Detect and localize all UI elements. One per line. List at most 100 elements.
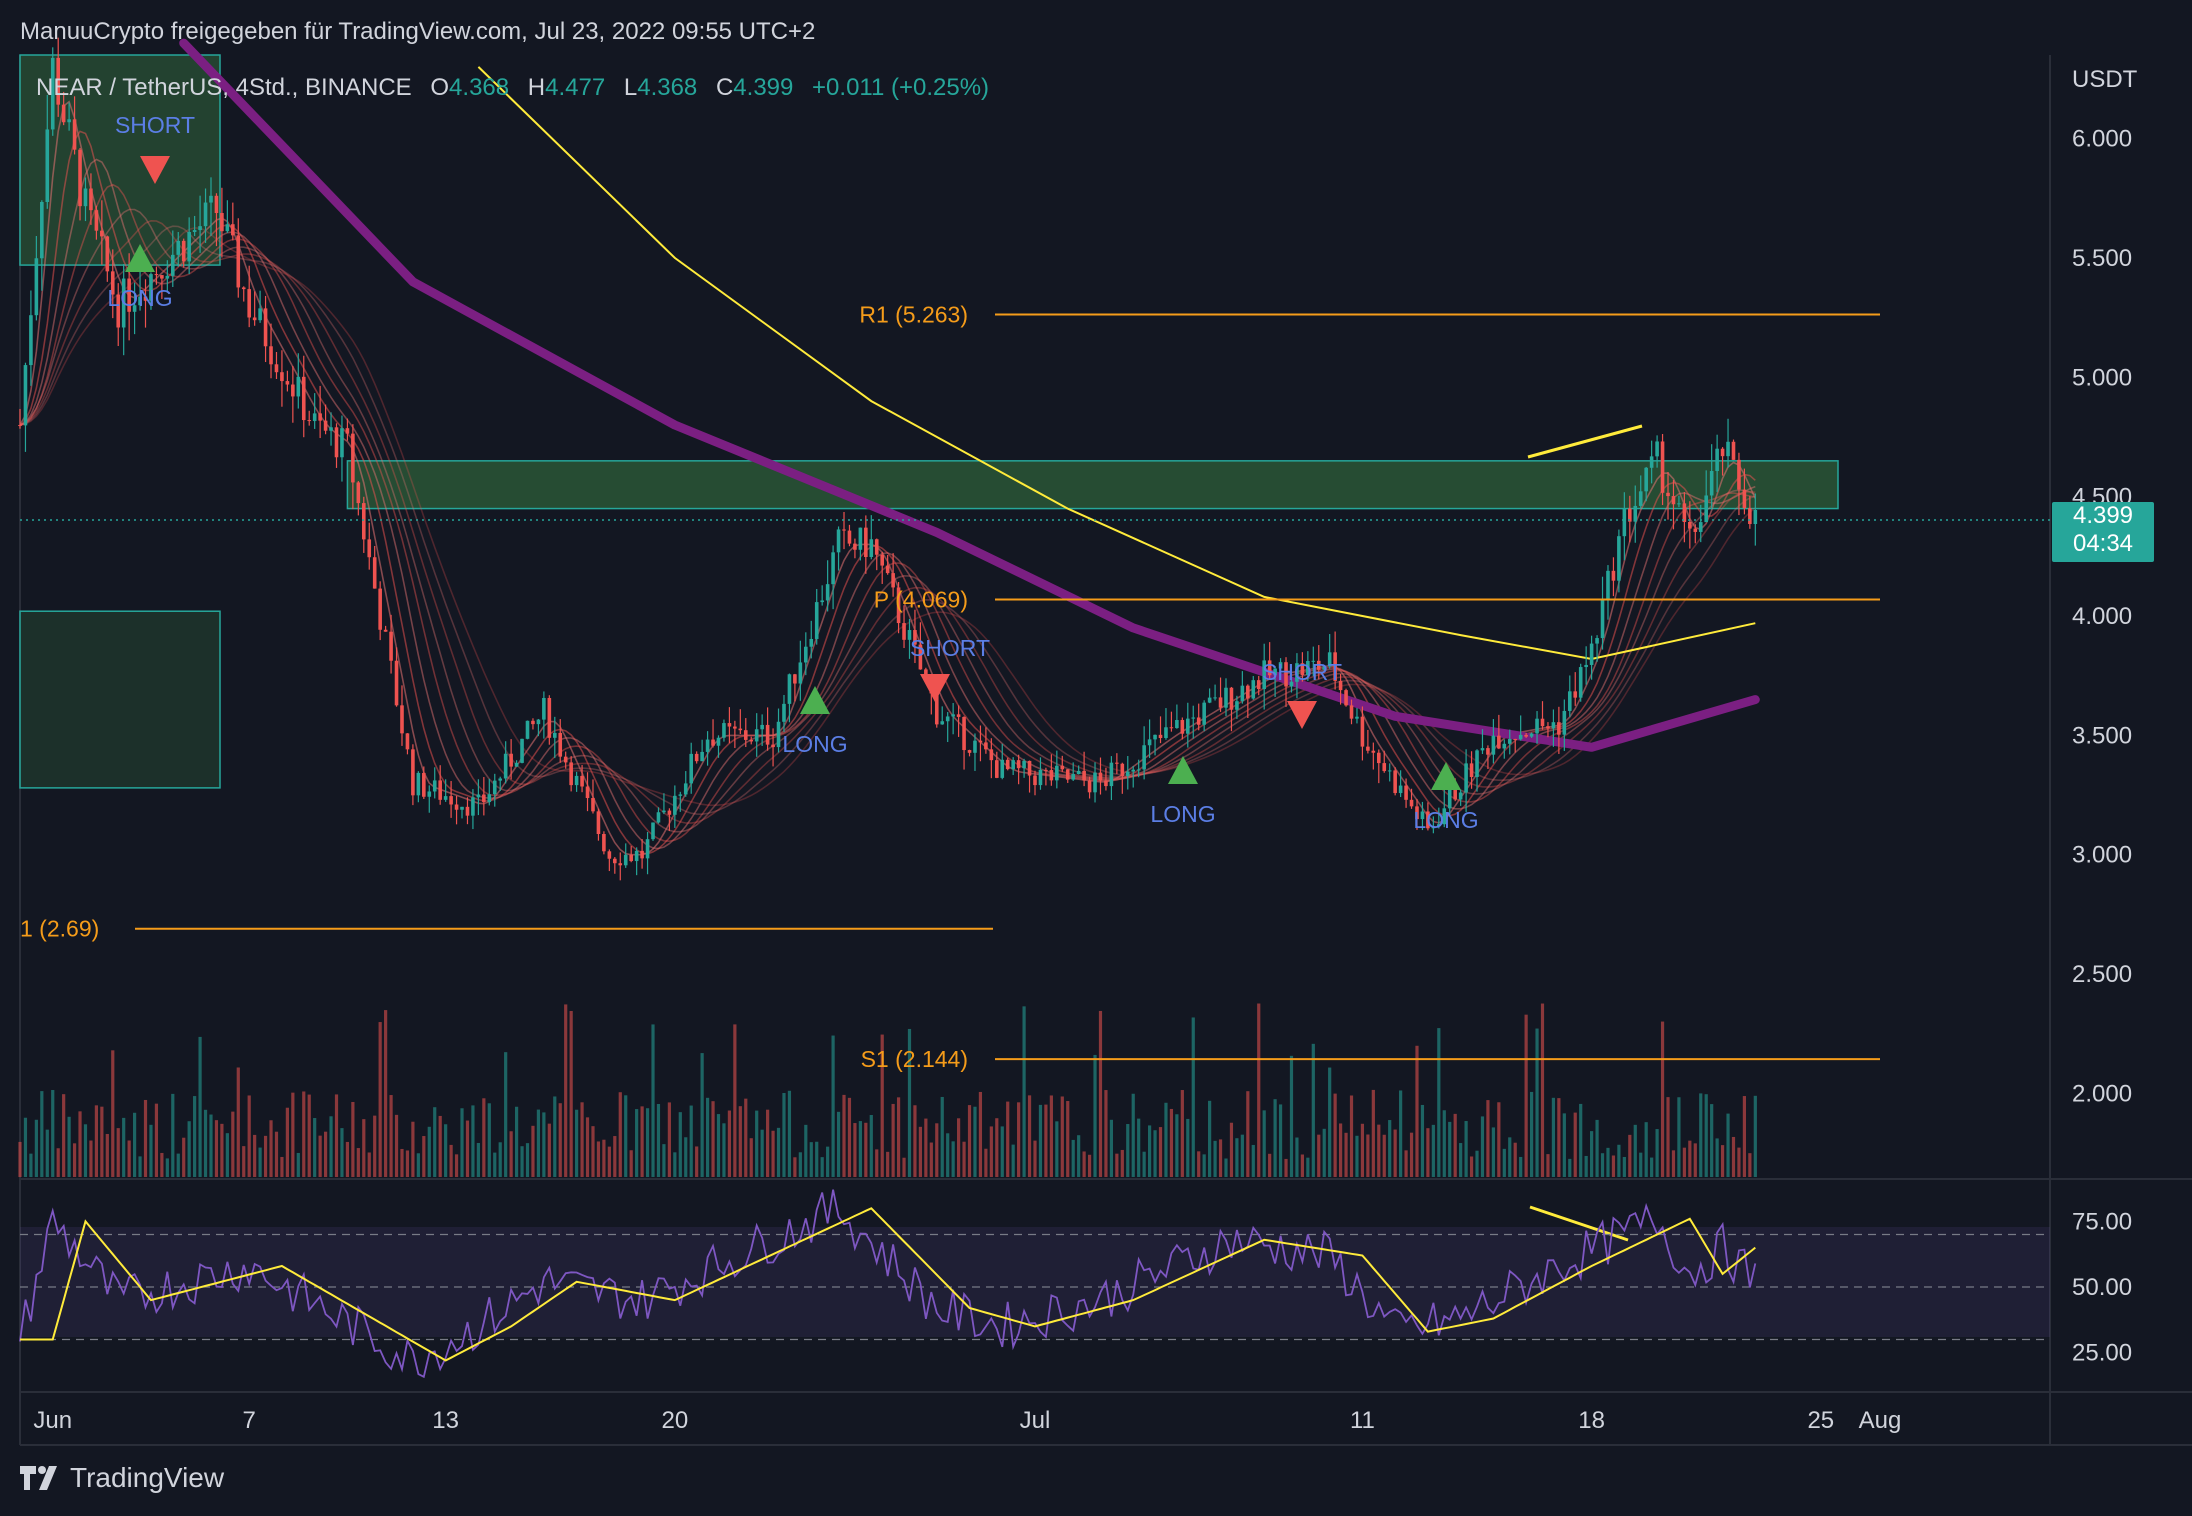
candle-body[interactable] xyxy=(629,854,633,862)
candle-body[interactable] xyxy=(427,791,432,797)
candle-body[interactable] xyxy=(1333,652,1337,681)
candle-body[interactable] xyxy=(749,739,754,742)
candle-body[interactable] xyxy=(471,797,475,816)
candle-body[interactable] xyxy=(1666,492,1670,497)
candle-body[interactable] xyxy=(192,230,197,233)
candle-body[interactable] xyxy=(531,720,535,725)
candle-body[interactable] xyxy=(700,751,704,762)
candle-body[interactable] xyxy=(782,703,786,722)
candle-body[interactable] xyxy=(1360,716,1365,747)
candle-body[interactable] xyxy=(645,839,650,859)
candle-body[interactable] xyxy=(100,230,104,237)
candle-body[interactable] xyxy=(372,557,377,589)
candle-body[interactable] xyxy=(1491,735,1496,755)
candle-body[interactable] xyxy=(1213,697,1217,699)
candle-body[interactable] xyxy=(765,724,770,745)
candle-body[interactable] xyxy=(323,420,328,431)
candle-body[interactable] xyxy=(1120,763,1125,777)
candle-body[interactable] xyxy=(389,631,393,661)
candle-body[interactable] xyxy=(18,425,22,427)
candle-body[interactable] xyxy=(1295,663,1299,682)
candle-body[interactable] xyxy=(187,232,191,262)
supply-zone[interactable] xyxy=(346,460,1839,510)
candle-body[interactable] xyxy=(127,278,131,312)
candle-body[interactable] xyxy=(405,733,410,750)
candle-body[interactable] xyxy=(547,697,552,738)
candle-body[interactable] xyxy=(1366,746,1370,751)
candle-body[interactable] xyxy=(231,224,235,236)
candle-body[interactable] xyxy=(1022,760,1026,769)
candle-body[interactable] xyxy=(1633,505,1638,522)
candle-body[interactable] xyxy=(345,428,350,434)
candle-body[interactable] xyxy=(1185,718,1190,734)
candle-body[interactable] xyxy=(1628,508,1632,522)
candle-body[interactable] xyxy=(394,660,399,706)
candle-body[interactable] xyxy=(1240,685,1245,702)
candle-body[interactable] xyxy=(400,705,404,734)
candle-body[interactable] xyxy=(89,188,93,211)
candle-body[interactable] xyxy=(1044,769,1048,771)
candle-body[interactable] xyxy=(1726,441,1730,457)
candle-body[interactable] xyxy=(514,762,519,767)
candle-body[interactable] xyxy=(361,503,366,540)
candle-body[interactable] xyxy=(591,798,595,812)
candle-body[interactable] xyxy=(984,742,988,750)
candle-body[interactable] xyxy=(864,527,868,557)
candle-body[interactable] xyxy=(1437,824,1441,827)
candle-body[interactable] xyxy=(301,376,306,421)
candle-body[interactable] xyxy=(1611,570,1616,581)
candle-body[interactable] xyxy=(121,278,126,328)
candle-body[interactable] xyxy=(45,129,50,202)
candle-body[interactable] xyxy=(973,740,977,753)
candle-body[interactable] xyxy=(1393,770,1397,794)
candle-body[interactable] xyxy=(432,780,437,792)
candle-body[interactable] xyxy=(1235,701,1239,710)
candle-body[interactable] xyxy=(858,527,863,550)
candle-body[interactable] xyxy=(1224,687,1228,708)
candle-body[interactable] xyxy=(160,275,164,279)
candle-body[interactable] xyxy=(1469,763,1474,778)
candle-body[interactable] xyxy=(83,188,88,207)
candle-body[interactable] xyxy=(438,780,442,800)
candle-body[interactable] xyxy=(563,756,568,763)
candle-body[interactable] xyxy=(1737,459,1741,490)
candle-body[interactable] xyxy=(340,428,344,458)
candle-body[interactable] xyxy=(198,226,202,231)
candle-body[interactable] xyxy=(1682,503,1687,522)
candle-body[interactable] xyxy=(613,858,617,864)
candle-body[interactable] xyxy=(716,737,721,746)
candle-body[interactable] xyxy=(165,275,170,279)
candle-body[interactable] xyxy=(1649,456,1654,468)
candle-body[interactable] xyxy=(525,720,530,739)
candle-body[interactable] xyxy=(1617,536,1621,581)
candle-body[interactable] xyxy=(78,149,82,207)
candle-body[interactable] xyxy=(1524,734,1528,737)
candle-body[interactable] xyxy=(1573,691,1578,698)
candle-body[interactable] xyxy=(602,834,606,852)
candle-body[interactable] xyxy=(967,750,972,753)
candle-body[interactable] xyxy=(1693,528,1698,532)
candle-body[interactable] xyxy=(918,644,923,670)
candle-body[interactable] xyxy=(1000,759,1005,778)
candle-body[interactable] xyxy=(1005,759,1010,770)
candle-body[interactable] xyxy=(252,317,257,321)
candle-body[interactable] xyxy=(1480,748,1485,751)
candle-body[interactable] xyxy=(787,674,792,704)
candle-body[interactable] xyxy=(176,240,181,255)
candle-body[interactable] xyxy=(1715,448,1719,472)
candle-body[interactable] xyxy=(1497,735,1501,749)
candle-body[interactable] xyxy=(1600,600,1605,639)
candle-body[interactable] xyxy=(149,274,153,301)
candle-body[interactable] xyxy=(378,588,382,630)
candle-body[interactable] xyxy=(1289,681,1294,687)
candle-body[interactable] xyxy=(1638,491,1643,506)
candle-body[interactable] xyxy=(853,543,857,550)
candle-body[interactable] xyxy=(842,529,846,531)
candle-body[interactable] xyxy=(1622,508,1627,537)
candle-body[interactable] xyxy=(1218,697,1223,708)
candle-body[interactable] xyxy=(1262,660,1266,690)
candle-body[interactable] xyxy=(891,573,895,588)
candle-body[interactable] xyxy=(1246,685,1250,699)
candle-body[interactable] xyxy=(241,287,246,290)
candle-body[interactable] xyxy=(61,104,66,123)
